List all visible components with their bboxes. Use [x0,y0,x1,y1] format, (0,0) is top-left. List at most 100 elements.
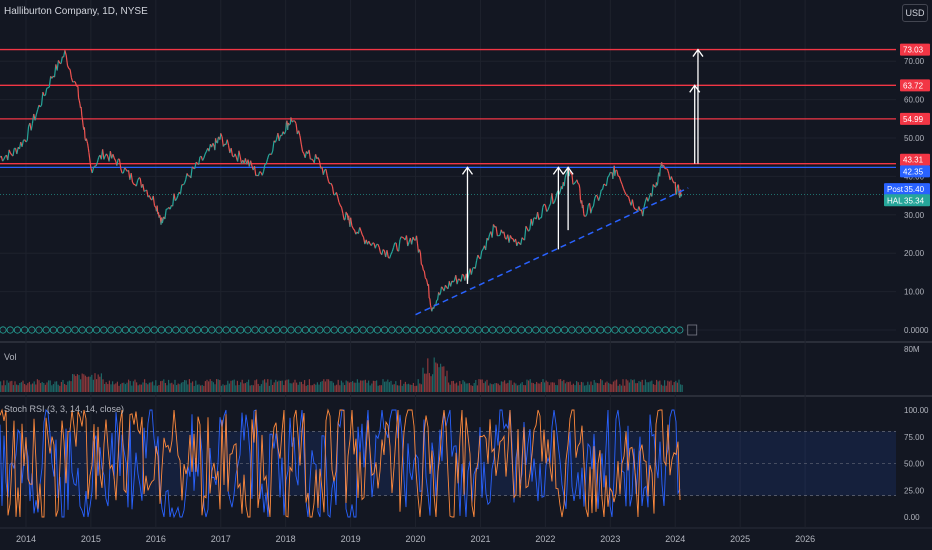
price-segment [23,139,25,141]
price-segment [212,142,215,147]
y-tick-label: 60.00 [904,96,925,105]
volume-bar [393,384,395,392]
price-segment [439,292,442,296]
volume-bar [254,380,256,392]
volume-bar [460,384,462,392]
price-segment [317,157,321,162]
price-badge-label: Post [887,185,904,194]
price-segment [386,250,389,258]
price-segment [230,148,234,156]
volume-bar [665,385,667,392]
volume-bar [3,380,5,392]
volume-bar [161,380,163,392]
price-segment [429,298,432,306]
volume-bar [315,384,317,392]
price-segment [139,178,143,188]
volume-bar [150,382,152,392]
volume-bar [104,383,106,392]
price-segment [425,279,428,283]
event-marker-icon [481,326,489,334]
volume-bar [411,384,413,392]
volume-bar [116,381,118,392]
volume-bar [432,374,434,392]
event-marker-icon [323,326,331,334]
price-segment [477,254,480,258]
volume-bar [428,373,430,392]
volume-bar [630,379,632,392]
volume-bar [644,379,646,392]
volume-bar [38,380,40,392]
price-segment [456,278,459,285]
x-tick-label: 2015 [81,534,101,544]
volume-bar [198,384,200,392]
price-segment [509,235,513,239]
volume-bar [52,384,54,392]
volume-bar [518,384,520,392]
volume-bar [609,383,611,392]
price-segment [182,183,185,186]
volume-bar [358,382,360,392]
event-marker-icon [42,326,50,334]
volume-bar [632,380,634,392]
price-segment [622,187,626,192]
volume-bar [72,374,74,392]
price-badge-label: 73.03 [903,46,924,55]
price-segment [191,166,194,169]
price-segment [169,205,172,210]
volume-bar [628,382,630,392]
stoch-tick-label: 0.00 [904,513,920,522]
volume-bar [177,383,179,392]
volume-bar [275,379,277,392]
x-tick-label: 2023 [600,534,620,544]
event-marker-icon [49,326,58,334]
event-marker-icon [251,326,259,334]
volume-bar [616,379,618,392]
x-tick-label: 2018 [276,534,296,544]
volume-bar [313,383,315,392]
volume-bar [292,382,294,392]
price-segment [331,186,335,195]
volume-bar [97,374,99,392]
volume-bar [425,373,427,392]
price-segment [186,173,189,177]
volume-bar [387,379,389,392]
volume-bar [462,380,464,392]
volume-bar [454,383,456,392]
price-segment [131,181,135,185]
price-segment [148,195,152,200]
event-marker-icon [229,326,237,334]
volume-bar [265,382,267,392]
event-marker-icon [100,326,108,334]
volume-bar [553,382,555,392]
price-segment [425,278,427,280]
volume-bar [124,384,126,392]
volume-bar [283,385,285,392]
volume-bar [638,381,640,392]
volume-bar [235,385,237,392]
currency-button[interactable]: USD [902,4,928,22]
volume-bar [563,379,565,392]
volume-bar [356,379,358,392]
event-marker-icon [625,326,634,334]
event-marker-icon [265,326,273,334]
price-segment [412,236,415,241]
price-segment [220,133,223,138]
price-segment [112,153,115,159]
price-segment [485,238,488,250]
price-segment [418,249,421,253]
volume-bar [16,384,18,392]
event-marker-icon [395,326,403,334]
volume-bar [427,358,429,392]
price-segment [87,148,90,153]
volume-bar [190,382,192,392]
volume-bar [88,376,90,392]
event-marker-icon [64,326,72,334]
stoch-tick-label: 75.00 [904,433,925,442]
volume-bar [201,384,203,392]
volume-bar [59,385,61,392]
volume-bar [384,381,386,392]
price-segment [314,154,318,159]
event-marker-icon [280,326,288,334]
price-segment [116,158,119,166]
